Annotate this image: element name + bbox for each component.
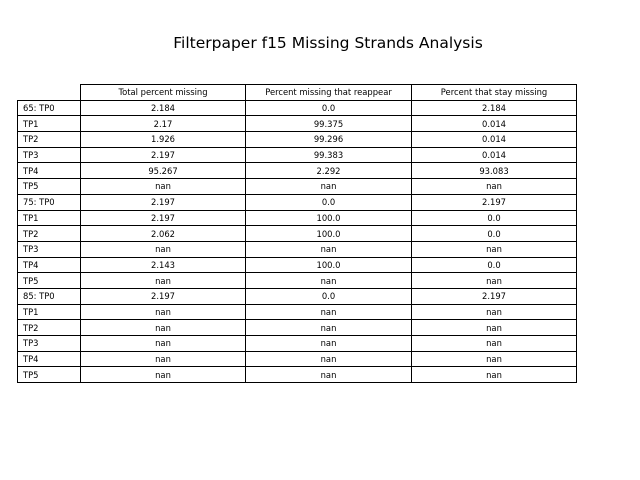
row-label: 85: TP0: [17, 287, 81, 305]
table-row: TP4 2.143 100.0 0.0: [17, 256, 577, 274]
table-row: TP3 nan nan nan: [17, 240, 577, 258]
header-row: Total percent missing Percent missing th…: [18, 84, 577, 101]
row-label: TP3: [17, 240, 81, 258]
table-cell: nan: [80, 366, 246, 384]
table-row: 85: TP0 2.197 0.0 2.197: [17, 287, 577, 305]
row-label: TP1: [17, 209, 81, 227]
row-label: TP5: [17, 178, 81, 195]
row-label: TP2: [17, 225, 81, 242]
table-cell: nan: [411, 178, 577, 195]
table-cell: 0.014: [411, 146, 577, 164]
table-cell: 100.0: [245, 256, 412, 274]
table-cell: 100.0: [245, 225, 412, 242]
column-header: Total percent missing: [80, 84, 246, 101]
table-cell: 2.292: [245, 162, 412, 180]
row-label: TP2: [17, 319, 81, 336]
table-row: TP1 2.197 100.0 0.0: [17, 209, 577, 227]
table-row: TP1 2.17 99.375 0.014: [17, 115, 577, 133]
table-row: TP5 nan nan nan: [17, 178, 577, 195]
row-label: TP3: [17, 146, 81, 164]
table-cell: 0.0: [245, 287, 412, 305]
table-cell: 99.375: [245, 115, 412, 133]
table-body: 65: TP0 2.184 0.0 2.184 TP1 2.17 99.375 0.014 TP…: [17, 99, 577, 384]
column-header: Percent that stay missing: [411, 84, 577, 101]
table-cell: 99.296: [245, 131, 412, 148]
row-label: TP5: [17, 272, 81, 289]
table-cell: 1.926: [80, 131, 246, 148]
table-cell: 2.062: [80, 225, 246, 242]
table-cell: nan: [411, 319, 577, 336]
table-cell: 0.014: [411, 131, 577, 148]
table-cell: 2.197: [80, 287, 246, 305]
table-cell: 100.0: [245, 209, 412, 227]
row-label: TP1: [17, 303, 81, 321]
table-cell: 0.0: [245, 193, 412, 211]
table-cell: nan: [245, 240, 412, 258]
table-cell: 2.197: [80, 193, 246, 211]
table-cell: nan: [245, 350, 412, 368]
data-table: Total percent missing Percent missing th…: [17, 84, 577, 384]
row-label: TP2: [17, 131, 81, 148]
row-label: TP4: [17, 350, 81, 368]
table-cell: 0.0: [411, 209, 577, 227]
table-cell: nan: [80, 240, 246, 258]
table-cell: nan: [80, 303, 246, 321]
table-row: TP4 95.267 2.292 93.083: [17, 162, 577, 180]
table-row: TP4 nan nan nan: [17, 350, 577, 368]
table-cell: 95.267: [80, 162, 246, 180]
table-cell: nan: [411, 335, 577, 352]
row-label: 65: TP0: [17, 99, 81, 117]
row-label: 75: TP0: [17, 193, 81, 211]
table-row: TP1 nan nan nan: [17, 303, 577, 321]
table-row: TP5 nan nan nan: [17, 272, 577, 289]
column-header: Percent missing that reappear: [245, 84, 412, 101]
table-cell: 0.0: [411, 256, 577, 274]
table-cell: nan: [245, 178, 412, 195]
table-cell: nan: [245, 272, 412, 289]
table-cell: nan: [80, 319, 246, 336]
table-cell: nan: [245, 319, 412, 336]
table-cell: nan: [80, 350, 246, 368]
table-cell: 2.184: [80, 99, 246, 117]
table-cell: 2.197: [411, 287, 577, 305]
table-cell: nan: [245, 303, 412, 321]
table-cell: 93.083: [411, 162, 577, 180]
table-cell: 2.197: [80, 146, 246, 164]
table-cell: 0.0: [411, 225, 577, 242]
table-cell: 2.143: [80, 256, 246, 274]
table-cell: 2.184: [411, 99, 577, 117]
table-row: 75: TP0 2.197 0.0 2.197: [17, 193, 577, 211]
row-label: TP5: [17, 366, 81, 384]
table-cell: 2.17: [80, 115, 246, 133]
table-cell: nan: [411, 240, 577, 258]
row-label: TP1: [17, 115, 81, 133]
table-cell: nan: [245, 335, 412, 352]
table-cell: nan: [80, 272, 246, 289]
corner-cell: [18, 85, 81, 101]
table-cell: 0.014: [411, 115, 577, 133]
table-row: TP2 nan nan nan: [17, 319, 577, 336]
table-cell: nan: [80, 178, 246, 195]
table-cell: nan: [411, 303, 577, 321]
table-row: TP2 2.062 100.0 0.0: [17, 225, 577, 242]
table-row: 65: TP0 2.184 0.0 2.184: [17, 99, 577, 117]
table-cell: nan: [411, 272, 577, 289]
table-cell: 99.383: [245, 146, 412, 164]
table-cell: nan: [245, 366, 412, 384]
row-label: TP3: [17, 335, 81, 352]
table-row: TP2 1.926 99.296 0.014: [17, 131, 577, 148]
table-cell: 0.0: [245, 99, 412, 117]
row-label: TP4: [17, 256, 81, 274]
table-cell: nan: [411, 366, 577, 384]
table-row: TP3 nan nan nan: [17, 335, 577, 352]
table-cell: nan: [411, 350, 577, 368]
chart-title: Filterpaper f15 Missing Strands Analysis: [173, 34, 483, 52]
table-row: TP5 nan nan nan: [17, 366, 577, 384]
table-cell: 2.197: [80, 209, 246, 227]
table-cell: 2.197: [411, 193, 577, 211]
table-row: TP3 2.197 99.383 0.014: [17, 146, 577, 164]
table-cell: nan: [80, 335, 246, 352]
row-label: TP4: [17, 162, 81, 180]
